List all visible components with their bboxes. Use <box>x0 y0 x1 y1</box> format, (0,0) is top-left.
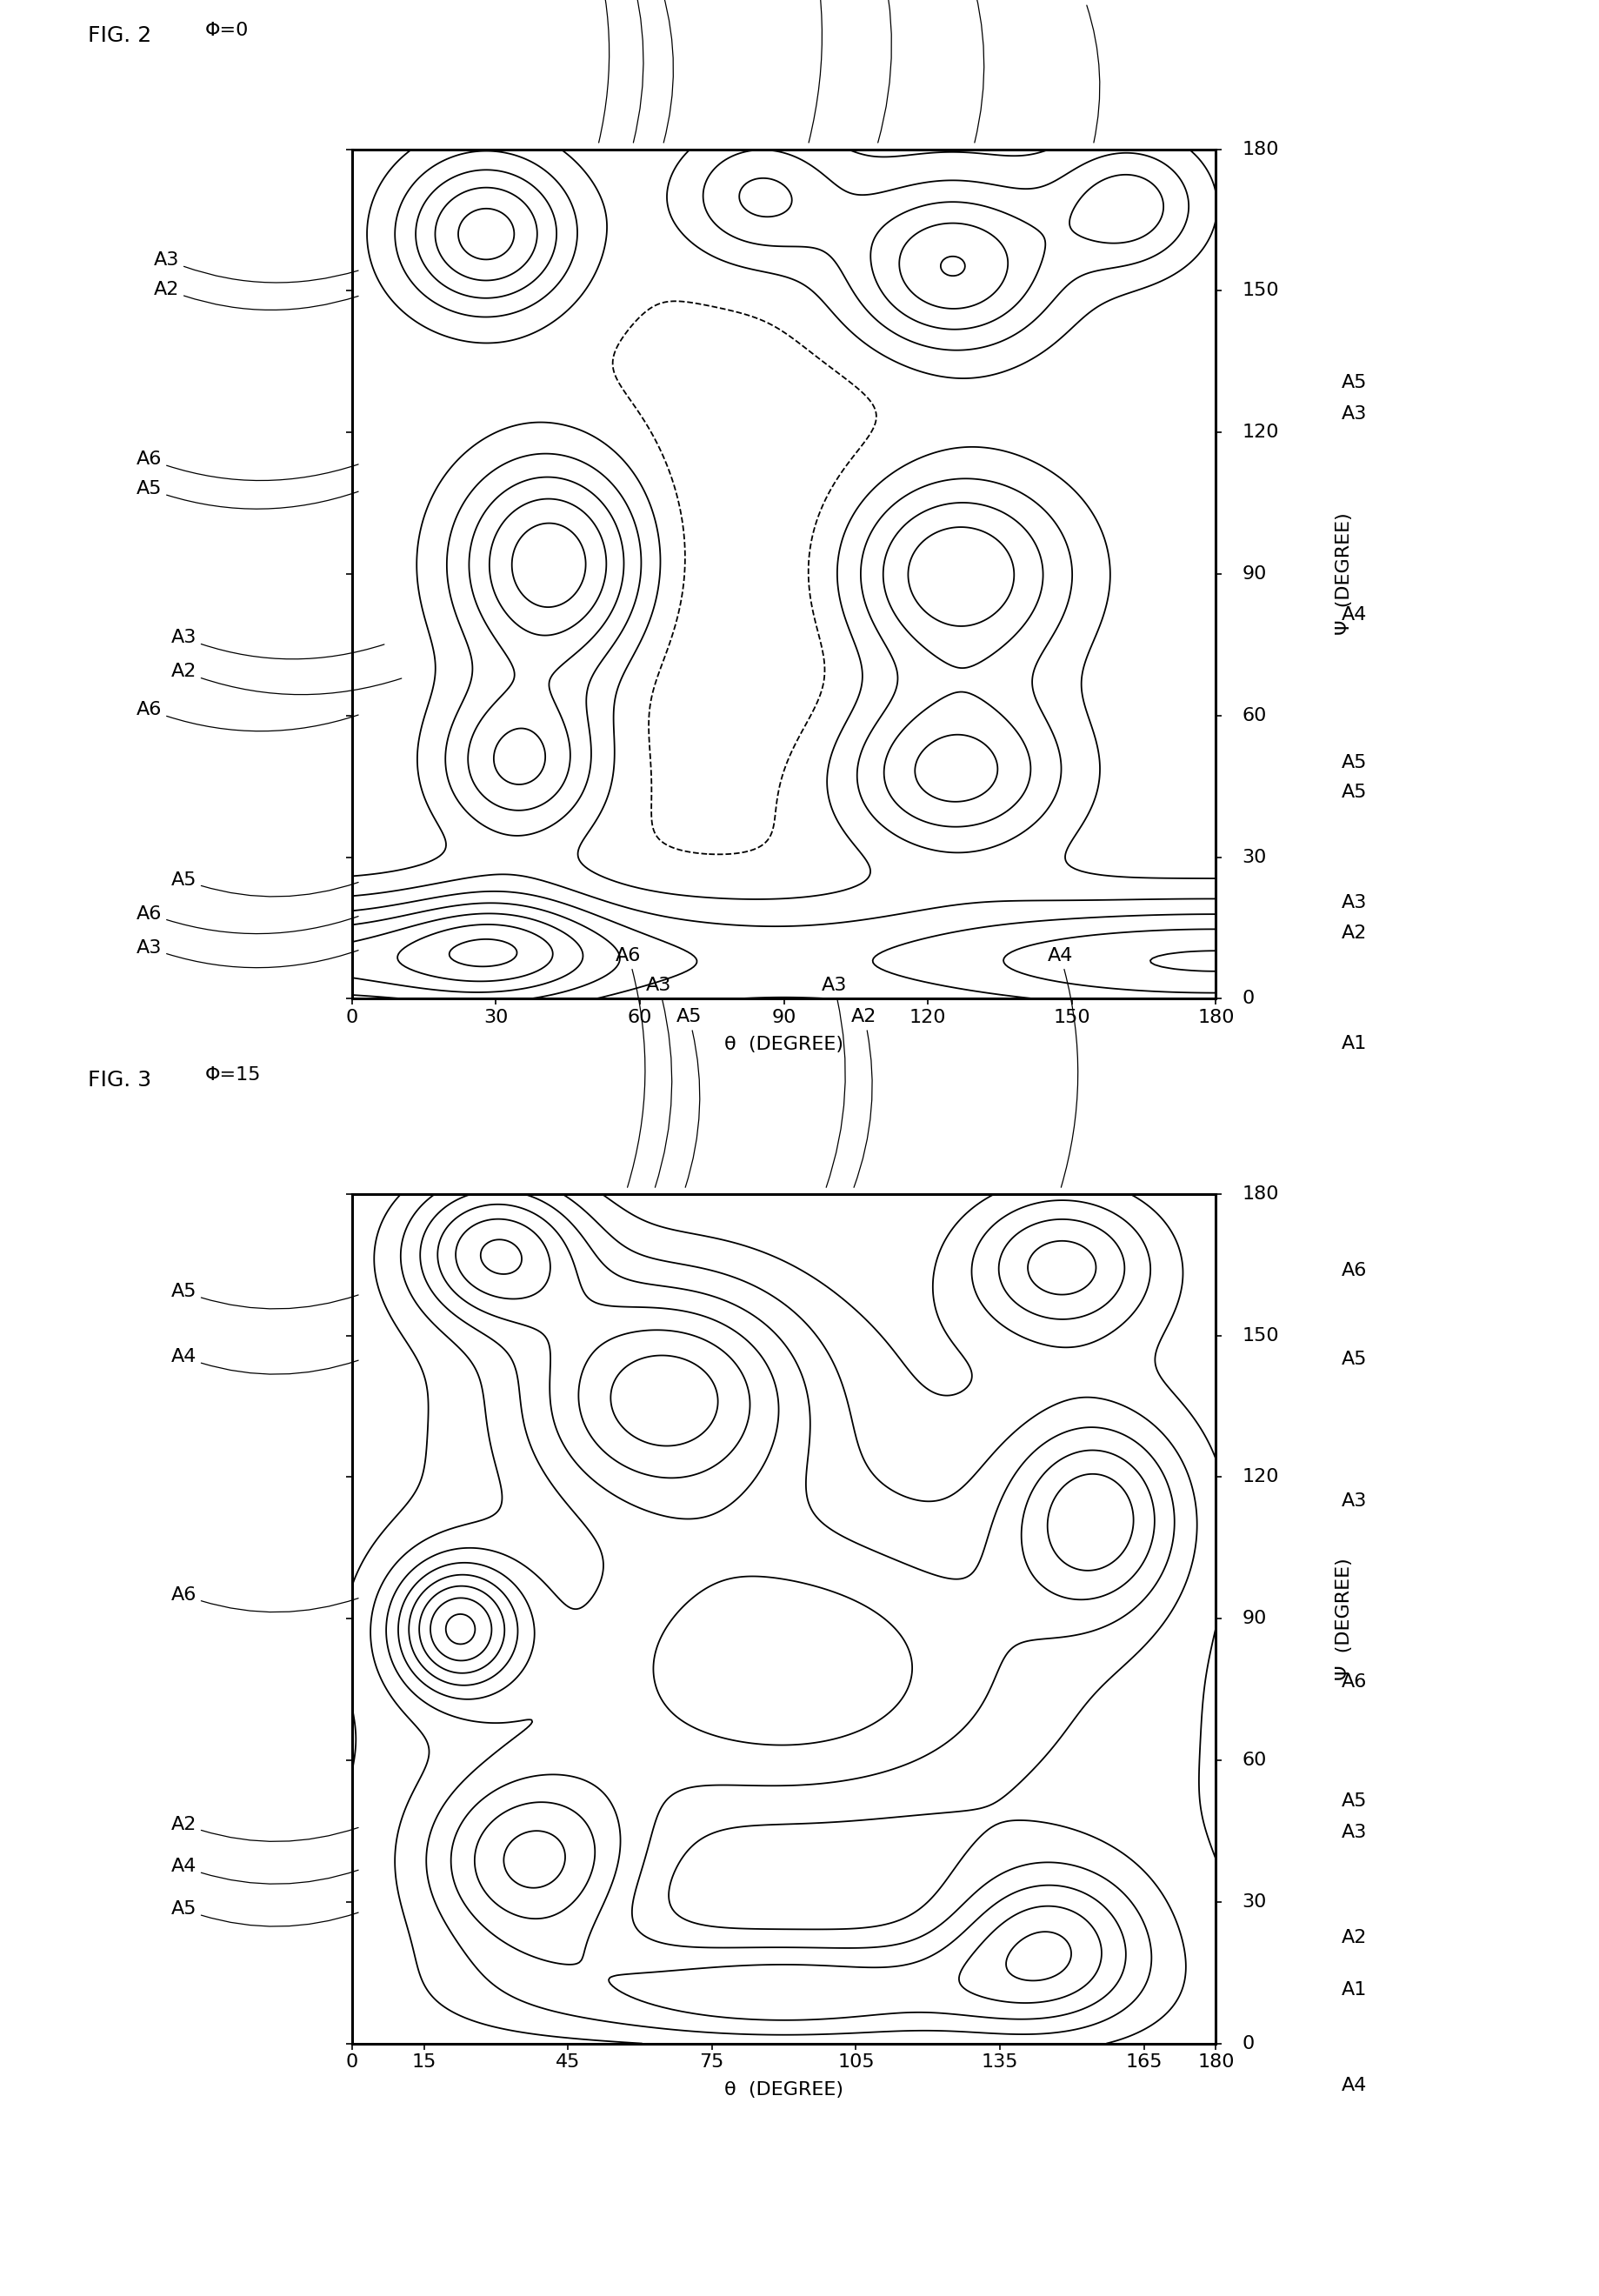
Text: A6: A6 <box>1340 1263 1366 1279</box>
Text: 30: 30 <box>1241 850 1266 866</box>
Text: 150: 150 <box>1241 1327 1278 1343</box>
X-axis label: θ  (DEGREE): θ (DEGREE) <box>724 2080 843 2099</box>
Text: Ψ  (DEGREE): Ψ (DEGREE) <box>1335 1557 1351 1681</box>
Text: A1: A1 <box>862 0 891 142</box>
Text: A6: A6 <box>572 0 609 142</box>
Text: A2: A2 <box>1340 925 1366 941</box>
Text: A2: A2 <box>951 0 983 142</box>
Text: A2: A2 <box>1340 1929 1366 1947</box>
Text: A4: A4 <box>171 1857 358 1885</box>
Text: A5: A5 <box>1340 753 1366 771</box>
Text: A3: A3 <box>1340 406 1366 422</box>
Text: 30: 30 <box>1241 1894 1266 1910</box>
Text: A5: A5 <box>136 480 358 510</box>
Text: 150: 150 <box>1241 282 1278 298</box>
Text: 180: 180 <box>1241 1185 1278 1203</box>
Text: 60: 60 <box>1241 1752 1266 1768</box>
Text: 120: 120 <box>1241 425 1278 441</box>
Text: A3: A3 <box>1340 1492 1366 1511</box>
Text: A5: A5 <box>171 1901 358 1926</box>
Text: A6: A6 <box>136 450 358 480</box>
Text: A6: A6 <box>136 905 358 934</box>
Text: A3: A3 <box>1340 893 1366 912</box>
Text: A5: A5 <box>611 0 643 142</box>
Text: A2: A2 <box>171 664 401 696</box>
Text: Φ=0: Φ=0 <box>205 21 249 39</box>
Text: A3: A3 <box>646 976 672 1187</box>
Text: A5: A5 <box>676 1008 702 1187</box>
Text: A6: A6 <box>1340 1674 1366 1692</box>
Text: A1: A1 <box>1340 1035 1366 1052</box>
Text: A3: A3 <box>1068 0 1099 142</box>
Text: A2: A2 <box>851 1008 876 1187</box>
Text: A2: A2 <box>154 280 358 310</box>
Text: A3: A3 <box>171 629 384 659</box>
Text: A6: A6 <box>784 0 822 142</box>
Text: Φ=15: Φ=15 <box>205 1065 261 1084</box>
Text: A5: A5 <box>1340 374 1366 393</box>
Text: A3: A3 <box>154 250 358 282</box>
Text: 90: 90 <box>1241 1609 1266 1628</box>
Text: A4: A4 <box>1047 948 1078 1187</box>
Text: 60: 60 <box>1241 707 1266 723</box>
Text: 90: 90 <box>1241 565 1266 583</box>
Text: A5: A5 <box>171 870 358 898</box>
Text: A3: A3 <box>136 939 358 967</box>
X-axis label: θ  (DEGREE): θ (DEGREE) <box>724 1035 843 1054</box>
Text: FIG. 3: FIG. 3 <box>88 1070 152 1091</box>
Text: 120: 120 <box>1241 1469 1278 1486</box>
Text: A4: A4 <box>1340 2078 1366 2094</box>
Text: A6: A6 <box>616 948 644 1187</box>
Text: A5: A5 <box>171 1283 358 1309</box>
Text: FIG. 2: FIG. 2 <box>88 25 152 46</box>
Text: A5: A5 <box>646 0 673 142</box>
Text: A3: A3 <box>820 976 846 1187</box>
Text: 180: 180 <box>1241 140 1278 158</box>
Text: A6: A6 <box>136 700 358 730</box>
Text: A2: A2 <box>171 1816 358 1841</box>
Text: A3: A3 <box>1340 1823 1366 1841</box>
Text: A4: A4 <box>171 1348 358 1375</box>
Text: A5: A5 <box>1340 1793 1366 1809</box>
Text: A5: A5 <box>1340 783 1366 801</box>
Text: 0: 0 <box>1241 990 1254 1008</box>
Text: 0: 0 <box>1241 2034 1254 2053</box>
Text: A6: A6 <box>171 1587 358 1612</box>
Text: Ψ  (DEGREE): Ψ (DEGREE) <box>1335 512 1351 636</box>
Text: A4: A4 <box>1340 606 1366 625</box>
Text: A5: A5 <box>1340 1350 1366 1368</box>
Text: A1: A1 <box>1340 1981 1366 1998</box>
